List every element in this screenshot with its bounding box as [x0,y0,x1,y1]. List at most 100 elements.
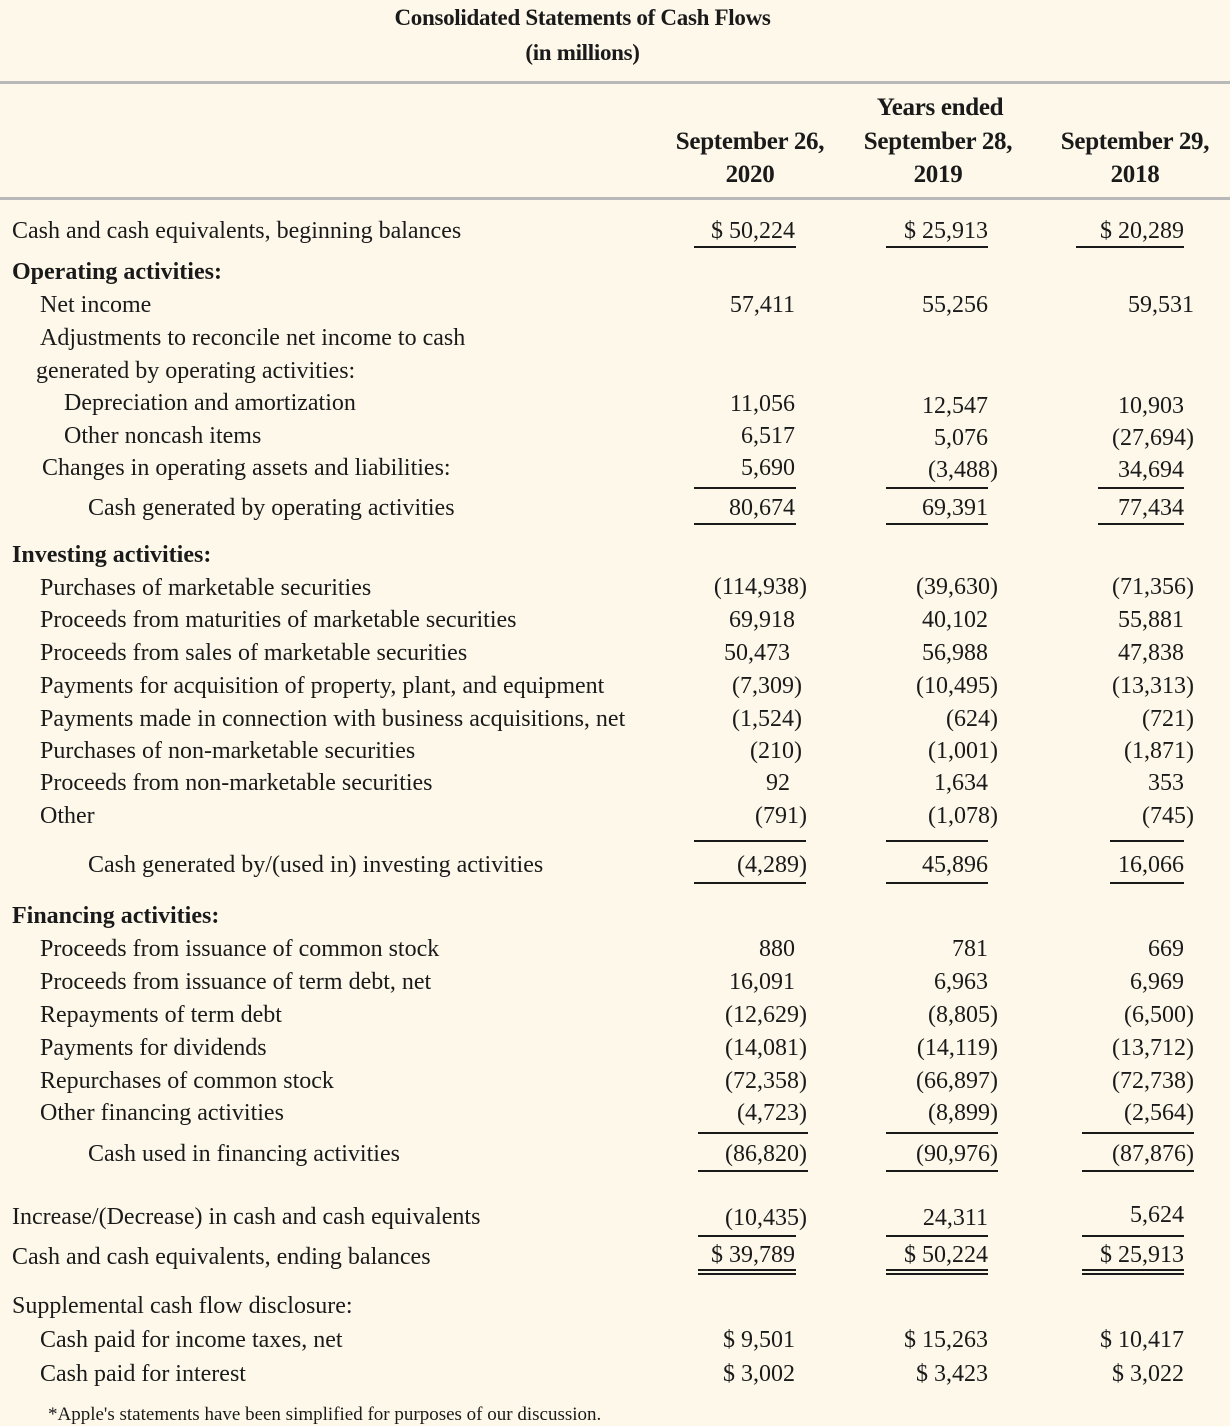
double-underline [698,1273,796,1275]
section-heading-investing: Investing activities: [12,542,212,568]
row-label: Proceeds from maturities of marketable s… [40,607,517,633]
value-2019: (8,899) [928,1100,998,1126]
row-label: Changes in operating assets and liabilit… [42,455,451,481]
underline [886,1235,988,1237]
column-header-2020: September 26, 2020 [675,128,825,188]
value-2019: (10,495) [916,673,998,699]
underline [694,523,796,525]
value-2019: 781 [952,936,988,962]
value-2018: (6,500) [1124,1002,1194,1028]
value-2018: 6,969 [1130,969,1184,995]
value-2018: $ 10,417 [1100,1327,1184,1353]
row-label: Purchases of non-marketable securities [40,738,416,764]
row-label: Other [40,803,95,829]
value-2018: (13,712) [1112,1035,1194,1061]
section-heading-financing: Financing activities: [12,903,220,929]
value-2019: 69,391 [922,495,988,521]
value-2018: 16,066 [1118,852,1184,878]
value-2018: 47,838 [1118,640,1184,666]
row-label: Cash generated by/(used in) investing ac… [88,852,544,878]
double-underline [886,1269,988,1271]
value-2018: 5,624 [1130,1202,1184,1228]
value-2019: (66,897) [916,1068,998,1094]
value-2019: (39,630) [916,574,998,600]
value-2020: 880 [759,936,795,962]
row-label: generated by operating activities: [36,358,356,384]
value-2018: 34,694 [1118,457,1184,483]
value-2018: (13,313) [1112,673,1194,699]
value-2020: $ 39,789 [711,1242,795,1268]
value-2020: (12,629) [725,1002,807,1028]
underline [694,246,796,248]
underline [1076,246,1184,248]
row-label: Payments for acquisition of property, pl… [40,673,605,699]
value-2018: 353 [1148,770,1184,796]
underline [1098,487,1184,489]
value-2019: (3,488) [928,457,998,483]
section-heading-operating: Operating activities: [12,259,222,285]
row-label: Cash and cash equivalents, beginning bal… [12,218,462,244]
value-2019: 6,963 [934,969,988,995]
underline [886,840,988,842]
underline [1110,882,1184,884]
double-underline [1082,1273,1184,1275]
row-label: Increase/(Decrease) in cash and cash equ… [12,1204,481,1230]
row-label: Cash used in financing activities [88,1141,400,1167]
row-label: Proceeds from sales of marketable securi… [40,640,468,666]
statement-title: Consolidated Statements of Cash Flows [394,5,771,30]
value-2020: 69,918 [729,607,795,633]
underline [698,1132,808,1134]
underline [886,882,988,884]
value-2020: 5,690 [741,455,795,481]
value-2020: 50,473 [724,640,790,666]
value-2018: (2,564) [1124,1100,1194,1126]
value-2020: $ 3,002 [723,1361,795,1387]
value-2018: 669 [1148,936,1184,962]
row-label: Adjustments to reconcile net income to c… [40,325,466,351]
row-label: Payments made in connection with busines… [40,706,626,732]
value-2020: (72,358) [725,1068,807,1094]
value-2018: $ 20,289 [1100,218,1184,244]
row-label: Cash generated by operating activities [88,495,455,521]
value-2018: 59,531 [1128,292,1194,318]
row-label: Proceeds from non-marketable securities [40,770,433,796]
double-underline [886,1273,988,1275]
value-2020: (7,309) [732,673,802,699]
underline [886,523,988,525]
value-2020: 92 [766,770,790,796]
value-2020: (114,938) [713,574,807,600]
value-2020: (210) [750,738,802,764]
value-2019: 45,896 [922,852,988,878]
value-2020: (4,723) [737,1100,807,1126]
underline [1082,1170,1194,1172]
value-2019: 1,634 [934,770,988,796]
row-label: Repurchases of common stock [40,1068,334,1094]
value-2019: 55,256 [922,292,988,318]
value-2018: (71,356) [1112,574,1194,600]
value-2018: $ 25,913 [1100,1242,1184,1268]
underline [1098,523,1184,525]
row-label: Proceeds from issuance of term debt, net [40,969,432,995]
value-2019: 40,102 [922,607,988,633]
underline [1082,1132,1194,1134]
row-label: Depreciation and amortization [64,390,356,416]
underline [1082,1235,1184,1237]
value-2020: (4,289) [737,852,807,878]
value-2020: (1,524) [732,706,802,732]
row-label: Repayments of term debt [40,1002,282,1028]
statement-subtitle: (in millions) [525,40,640,65]
value-2019: 12,547 [922,393,988,419]
double-underline [698,1269,796,1271]
footnote: *Apple's statements have been simplified… [48,1404,602,1425]
value-2018: (721) [1142,706,1194,732]
underline [698,1170,808,1172]
value-2018: 55,881 [1118,607,1184,633]
row-label: Payments for dividends [40,1035,267,1061]
value-2019: $ 15,263 [904,1327,988,1353]
double-underline [1082,1269,1184,1271]
underline [886,1170,998,1172]
value-2018: (1,871) [1124,738,1194,764]
row-label: Proceeds from issuance of common stock [40,936,440,962]
value-2020: 57,411 [729,292,795,318]
underline [698,1235,796,1237]
